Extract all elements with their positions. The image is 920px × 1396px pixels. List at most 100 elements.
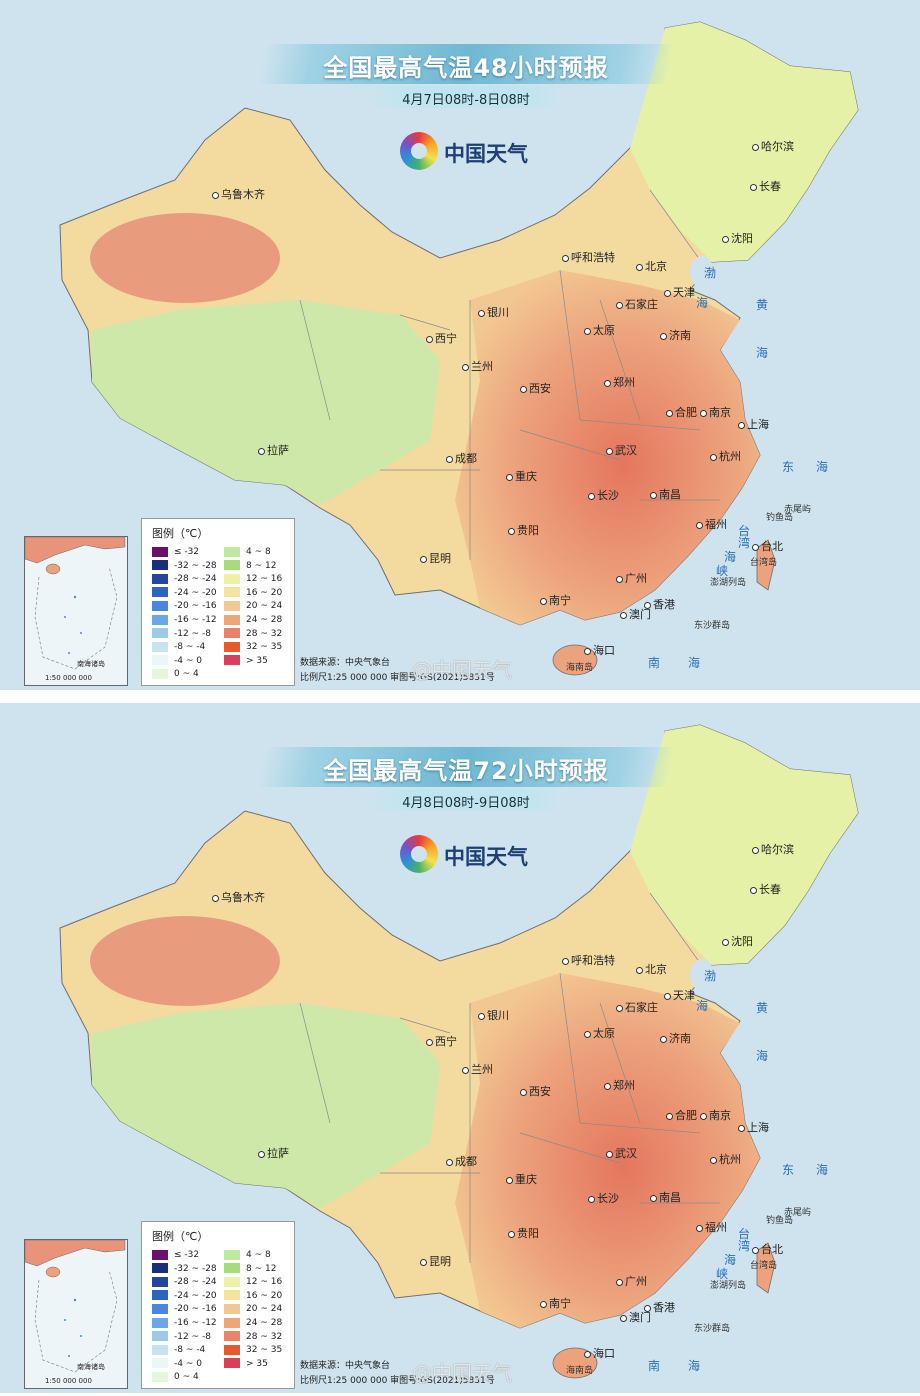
province-boundaries bbox=[299, 892, 720, 1263]
legend-swatch bbox=[152, 587, 168, 598]
legend-swatch bbox=[224, 600, 240, 611]
legend-label: 32 ~ 35 bbox=[246, 1345, 283, 1356]
city-label: 西安 bbox=[520, 1083, 551, 1099]
island-label: 海南岛 bbox=[566, 663, 594, 673]
island-label: 海南岛 bbox=[566, 1366, 594, 1376]
legend-label: -24 ~ -20 bbox=[174, 1290, 217, 1301]
sea-label: 海 bbox=[756, 346, 771, 360]
sea-label: 峡 bbox=[716, 1267, 731, 1281]
island-label: 钓鱼岛 bbox=[766, 1216, 794, 1226]
city-label: 海口 bbox=[584, 1345, 615, 1361]
sea-label: 湾 bbox=[738, 1239, 753, 1253]
city-label: 太原 bbox=[584, 1025, 615, 1041]
legend-item: -20 ~ -16 bbox=[152, 600, 217, 613]
city-label: 长春 bbox=[750, 178, 781, 194]
legend-item: 0 ~ 4 bbox=[152, 1371, 199, 1384]
legend-item: > 35 bbox=[224, 1358, 268, 1371]
city-label: 南京 bbox=[700, 1107, 731, 1123]
legend-swatch bbox=[152, 1371, 168, 1382]
legend-label: ≤ -32 bbox=[174, 1250, 200, 1260]
sea-label: 海 bbox=[816, 1163, 831, 1177]
legend-label: -20 ~ -16 bbox=[174, 601, 217, 612]
legend-item: -16 ~ -12 bbox=[152, 614, 217, 627]
legend-label: -8 ~ -4 bbox=[174, 1345, 206, 1356]
sea-label: 海 bbox=[816, 460, 831, 474]
legend-label: 8 ~ 12 bbox=[246, 560, 277, 571]
legend-item: -24 ~ -20 bbox=[152, 587, 217, 600]
island-label: 台湾岛 bbox=[750, 1261, 778, 1271]
legend-label: -32 ~ -28 bbox=[174, 560, 217, 571]
sea-label: 台 bbox=[738, 524, 753, 538]
city-label: 呼和浩特 bbox=[562, 952, 615, 968]
legend-item: -32 ~ -28 bbox=[152, 560, 217, 573]
city-label: 成都 bbox=[446, 1153, 477, 1169]
legend-item: -32 ~ -28 bbox=[152, 1263, 217, 1276]
city-label: 长沙 bbox=[588, 1190, 619, 1206]
legend-item: 0 ~ 4 bbox=[152, 668, 199, 681]
island-label: 澎湖列岛 bbox=[710, 1281, 747, 1291]
city-label: 重庆 bbox=[506, 468, 537, 484]
legend-label: -8 ~ -4 bbox=[174, 642, 206, 653]
city-label: 广州 bbox=[616, 570, 647, 586]
city-label: 武汉 bbox=[606, 442, 637, 458]
temperature-map bbox=[59, 21, 859, 676]
panel-divider bbox=[0, 690, 920, 703]
map-subtitle: 4月8日08时-9日08时 bbox=[402, 796, 530, 811]
legend-item: -16 ~ -12 bbox=[152, 1317, 217, 1330]
legend-swatch bbox=[152, 1263, 168, 1274]
title-banner: 全国最高气温48小时预报 4月7日08时-8日08时 bbox=[257, 44, 675, 110]
city-label: 兰州 bbox=[462, 1061, 493, 1077]
sea-label: 渤 bbox=[704, 969, 719, 983]
city-label: 长春 bbox=[750, 881, 781, 897]
map-scale: 比例尺1:25 000 000 审图号:GS(2021)5831号 bbox=[300, 1376, 495, 1386]
legend-swatch bbox=[224, 1276, 240, 1287]
legend-swatch bbox=[152, 628, 168, 639]
island-label: 东沙群岛 bbox=[694, 621, 731, 631]
city-label: 天津 bbox=[664, 284, 695, 300]
city-label: 哈尔滨 bbox=[752, 841, 794, 857]
sea-label: 峡 bbox=[716, 564, 731, 578]
legend-label: -24 ~ -20 bbox=[174, 587, 217, 598]
map-scale: 比例尺1:25 000 000 审图号:GS(2021)5831号 bbox=[300, 673, 495, 683]
city-label: 南宁 bbox=[540, 592, 571, 608]
city-label: 武汉 bbox=[606, 1145, 637, 1161]
island-label: 钓鱼岛 bbox=[766, 513, 794, 523]
city-label: 南京 bbox=[700, 404, 731, 420]
city-label: 西宁 bbox=[426, 1033, 457, 1049]
china-weather-logo-icon bbox=[400, 132, 438, 170]
northeast-cool-area bbox=[630, 725, 858, 965]
legend-item: 24 ~ 28 bbox=[224, 614, 282, 627]
legend-swatch bbox=[224, 1317, 240, 1328]
city-label: 拉萨 bbox=[258, 1145, 289, 1161]
city-label: 成都 bbox=[446, 450, 477, 466]
city-label: 福州 bbox=[696, 1219, 727, 1235]
legend-label: 20 ~ 24 bbox=[246, 1304, 283, 1315]
city-label: 海口 bbox=[584, 642, 615, 658]
sea-label: 海 bbox=[724, 1253, 739, 1267]
inset-name: 南海诸岛 bbox=[77, 660, 105, 668]
legend-swatch bbox=[224, 1249, 240, 1260]
city-label: 福州 bbox=[696, 516, 727, 532]
city-label: 台北 bbox=[752, 1241, 783, 1257]
sea-label: 海 bbox=[696, 296, 711, 310]
legend-swatch bbox=[152, 546, 168, 557]
legend-label: -20 ~ -16 bbox=[174, 1304, 217, 1315]
city-label: 上海 bbox=[738, 416, 769, 432]
legend-swatch bbox=[224, 1344, 240, 1355]
city-label: 南宁 bbox=[540, 1295, 571, 1311]
forecast-panel-72h: 全国最高气温72小时预报 4月8日08时-9日08时 中国天气 乌鲁木齐 哈尔滨… bbox=[0, 703, 920, 1393]
city-label: 贵阳 bbox=[508, 1225, 539, 1241]
city-label: 长沙 bbox=[588, 487, 619, 503]
bohai-sea bbox=[690, 959, 714, 991]
watermark: @中国天气 bbox=[412, 658, 512, 682]
china-weather-logo-icon bbox=[400, 835, 438, 873]
sea-label: 南 bbox=[648, 1359, 663, 1373]
legend-item: 28 ~ 32 bbox=[224, 628, 282, 641]
legend-swatch bbox=[152, 1317, 168, 1328]
city-label: 杭州 bbox=[710, 448, 741, 464]
south-china-sea-inset: 南海诸岛 1:50 000 000 bbox=[24, 1239, 128, 1389]
legend-swatch bbox=[152, 655, 168, 666]
legend-label: -12 ~ -8 bbox=[174, 1331, 211, 1342]
city-label: 昆明 bbox=[420, 550, 451, 566]
legend-label: -32 ~ -28 bbox=[174, 1263, 217, 1274]
